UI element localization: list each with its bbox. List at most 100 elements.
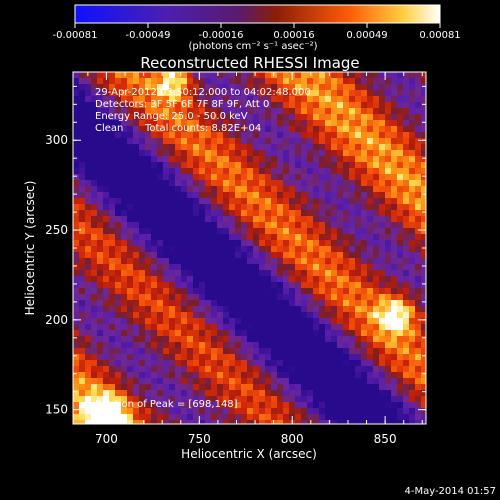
heatmap-cell (415, 318, 421, 324)
heatmap-cell (103, 138, 109, 144)
heatmap-cell (265, 402, 271, 408)
heatmap-cell (79, 252, 85, 258)
heatmap-cell (199, 180, 205, 186)
heatmap-cell (169, 90, 175, 96)
heatmap-cell (115, 270, 121, 276)
heatmap-cell (163, 222, 169, 228)
heatmap-cell (229, 318, 235, 324)
heatmap-cell (409, 102, 415, 108)
heatmap-cell (415, 288, 421, 294)
heatmap-cell (235, 414, 241, 420)
heatmap-cell (295, 342, 301, 348)
heatmap-cell (313, 96, 319, 102)
heatmap-cell (175, 414, 181, 420)
heatmap-cell (337, 162, 343, 168)
heatmap-cell (253, 192, 259, 198)
heatmap-cell (289, 378, 295, 384)
heatmap-cell (409, 306, 415, 312)
heatmap-cell (361, 264, 367, 270)
heatmap-cell (121, 324, 127, 330)
heatmap-cell (205, 216, 211, 222)
heatmap-cell (85, 270, 91, 276)
heatmap-cell (181, 408, 187, 414)
heatmap-cell (199, 324, 205, 330)
heatmap-cell (415, 120, 421, 126)
heatmap-cell (109, 366, 115, 372)
heatmap-cell (409, 84, 415, 90)
heatmap-cell (97, 396, 103, 402)
heatmap-cell (415, 402, 421, 408)
heatmap-cell (367, 78, 373, 84)
heatmap-cell (241, 102, 247, 108)
heatmap-cell (73, 348, 79, 354)
heatmap-cell (157, 348, 163, 354)
heatmap-cell (175, 396, 181, 402)
heatmap-cell (157, 408, 163, 414)
heatmap-cell (313, 276, 319, 282)
heatmap-cell (397, 90, 403, 96)
heatmap-cell (121, 102, 127, 108)
heatmap-cell (253, 162, 259, 168)
heatmap-cell (277, 72, 283, 78)
heatmap-cell (325, 204, 331, 210)
heatmap-cell (247, 330, 253, 336)
heatmap-cell (139, 270, 145, 276)
heatmap-cell (355, 276, 361, 282)
heatmap-cell (265, 216, 271, 222)
heatmap-cell (331, 354, 337, 360)
heatmap-cell (373, 240, 379, 246)
heatmap-cell (355, 90, 361, 96)
heatmap-cell (139, 138, 145, 144)
heatmap-cell (199, 216, 205, 222)
heatmap-cell (403, 294, 409, 300)
heatmap-cell (193, 204, 199, 210)
heatmap-cell (157, 282, 163, 288)
heatmap-cell (343, 384, 349, 390)
heatmap-cell (265, 156, 271, 162)
heatmap-cell (337, 186, 343, 192)
heatmap-cell (91, 264, 97, 270)
heatmap-cell (301, 84, 307, 90)
heatmap-cell (79, 318, 85, 324)
heatmap-cell (373, 234, 379, 240)
heatmap-cell (157, 126, 163, 132)
heatmap-cell (403, 276, 409, 282)
heatmap-cell (187, 162, 193, 168)
heatmap-cell (319, 252, 325, 258)
heatmap-cell (79, 324, 85, 330)
heatmap-cell (193, 84, 199, 90)
heatmap-cell (271, 390, 277, 396)
heatmap-cell (97, 366, 103, 372)
heatmap-cell (211, 126, 217, 132)
heatmap-cell (211, 120, 217, 126)
heatmap-cell (271, 282, 277, 288)
heatmap-cell (133, 156, 139, 162)
heatmap-cell (217, 300, 223, 306)
heatmap-cell (235, 300, 241, 306)
heatmap-cell (193, 318, 199, 324)
heatmap-cell (193, 282, 199, 288)
heatmap-cell (331, 252, 337, 258)
heatmap-cell (283, 240, 289, 246)
heatmap-cell (253, 288, 259, 294)
heatmap-cell (391, 84, 397, 90)
heatmap-cell (337, 258, 343, 264)
heatmap-cell (319, 138, 325, 144)
heatmap-cell (379, 336, 385, 342)
heatmap-cell (331, 78, 337, 84)
heatmap-cell (235, 348, 241, 354)
heatmap-cell (355, 222, 361, 228)
heatmap-cell (145, 300, 151, 306)
heatmap-cell (325, 162, 331, 168)
heatmap-cell (79, 78, 85, 84)
heatmap-cell (295, 348, 301, 354)
heatmap-cell (73, 336, 79, 342)
heatmap-cell (397, 228, 403, 234)
heatmap-cell (379, 222, 385, 228)
heatmap-cell (115, 96, 121, 102)
heatmap-cell (271, 228, 277, 234)
heatmap-cell (73, 222, 79, 228)
heatmap-cell (247, 420, 253, 424)
heatmap-cell (127, 354, 133, 360)
heatmap-cell (331, 414, 337, 420)
